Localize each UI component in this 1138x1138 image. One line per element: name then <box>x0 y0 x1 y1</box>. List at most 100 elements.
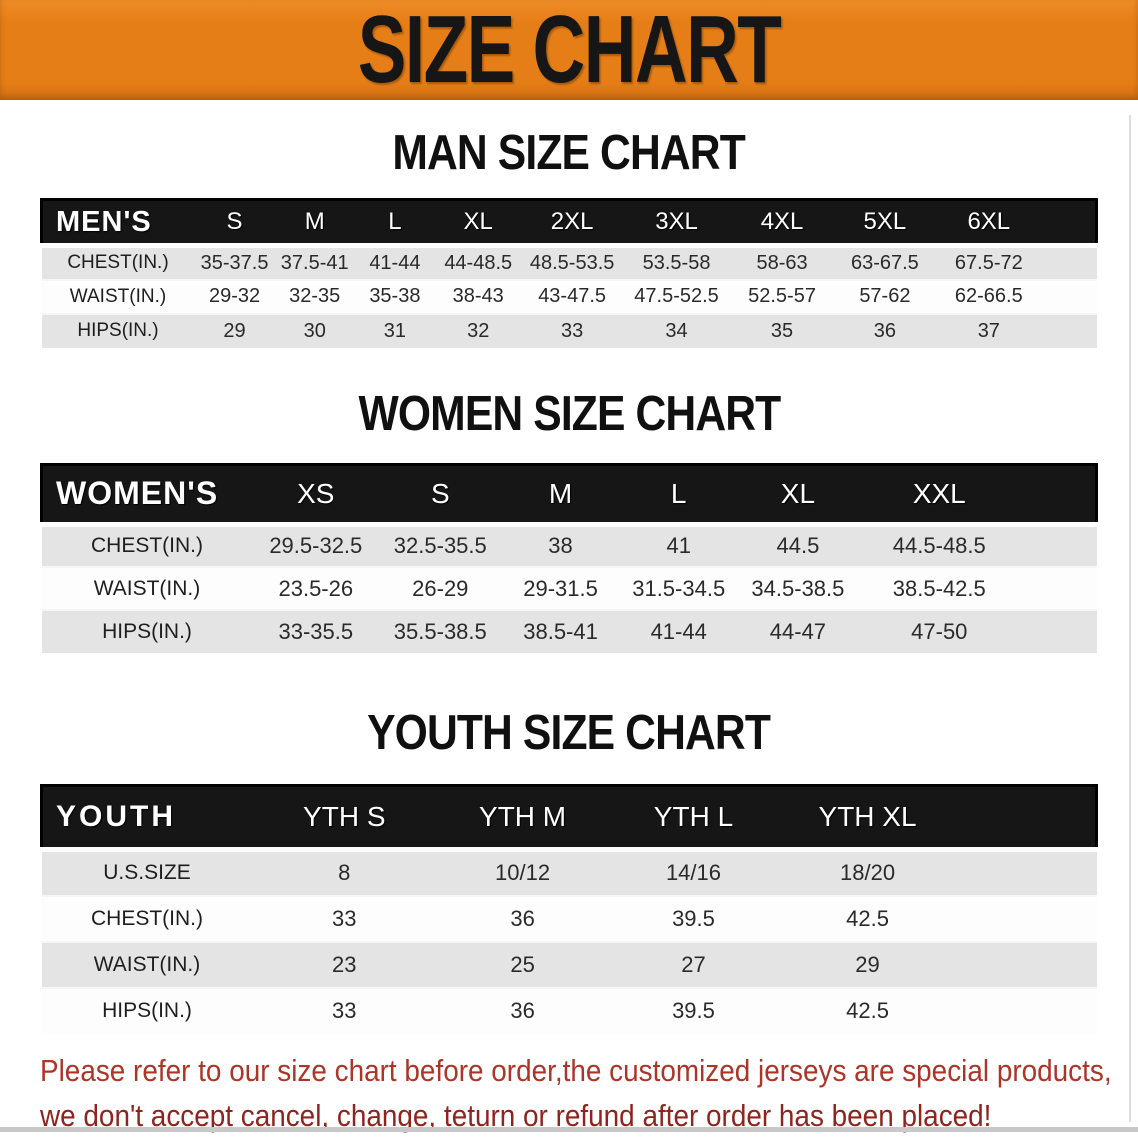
table-row: HIPS(IN.) 29 30 31 32 33 34 35 36 37 <box>41 313 1097 348</box>
header-spacer-cell <box>1021 464 1097 524</box>
size-cell: 52.5-57 <box>730 279 834 314</box>
mens-size-table: MEN'S S M L XL 2XL 3XL 4XL 5XL 6XL CHEST(IN.) 35-37… <box>40 198 1098 348</box>
youth-table-head: YOUTH YTH S YTH M YTH L YTH XL <box>41 785 1097 850</box>
size-cell: 31.5-34.5 <box>619 567 738 610</box>
size-cell: 25 <box>436 941 610 988</box>
size-column-header: M <box>548 477 573 509</box>
size-cell: 31 <box>354 313 435 348</box>
row-label: CHEST(IN.) <box>41 895 253 942</box>
notice-line-2: we don't accept cancel, change, teturn o… <box>40 1097 992 1133</box>
table-row: WAIST(IN.) 23 25 27 29 <box>41 941 1097 988</box>
size-cell: 32 <box>434 313 522 348</box>
size-cell: 33 <box>252 895 437 942</box>
size-cell: 47-50 <box>858 610 1021 653</box>
row-spacer-cell <box>957 895 1097 942</box>
womens-size-section: WOMEN SIZE CHART WOMEN'S XS S M L XL XXL CHEST(I… <box>0 386 1138 653</box>
size-cell: 32-35 <box>274 279 355 314</box>
mens-heading-text: MAN SIZE CHART <box>392 126 746 180</box>
size-cell: 34.5-38.5 <box>737 567 859 610</box>
row-spacer-cell <box>1041 313 1097 348</box>
size-cell: 14/16 <box>609 849 778 896</box>
banner-title: SIZE CHART <box>357 0 782 103</box>
size-cell: 23.5-26 <box>252 567 380 610</box>
row-label: HIPS(IN.) <box>41 313 195 348</box>
row-spacer-cell <box>1041 245 1097 280</box>
row-spacer-cell <box>957 941 1097 988</box>
row-label: HIPS(IN.) <box>41 987 253 1034</box>
size-column-header: XL <box>780 477 816 509</box>
womens-heading-text: WOMEN SIZE CHART <box>358 386 781 441</box>
size-cell: 48.5-53.5 <box>521 245 623 280</box>
footer-notice: Please refer to our size chart before or… <box>40 1048 1138 1138</box>
size-cell: 62-66.5 <box>936 279 1042 314</box>
womens-table-head: WOMEN'S XS S M L XL XXL <box>41 464 1097 524</box>
youth-header-row: YOUTH YTH S YTH M YTH L YTH XL <box>41 785 1097 850</box>
size-cell: 30 <box>274 313 355 348</box>
size-column-header: YTH M <box>479 801 567 832</box>
row-label: HIPS(IN.) <box>41 610 253 653</box>
size-column-header: 2XL <box>550 208 594 235</box>
size-cell: 36 <box>833 313 937 348</box>
row-spacer-cell <box>1020 524 1097 567</box>
size-cell: 8 <box>252 849 437 896</box>
table-row: HIPS(IN.) 33 36 39.5 42.5 <box>41 987 1097 1034</box>
size-cell: 33-35.5 <box>252 610 380 653</box>
row-label: CHEST(IN.) <box>41 245 195 280</box>
mens-header-row: MEN'S S M L XL 2XL 3XL 4XL 5XL 6XL <box>41 199 1097 246</box>
table-row: WAIST(IN.) 29-32 32-35 35-38 38-43 43-47.5 47.… <box>41 279 1097 314</box>
size-cell: 38-43 <box>434 279 522 314</box>
youth-size-table: YOUTH YTH S YTH M YTH L YTH XL U.S.SIZE 8 10/12… <box>40 784 1098 1034</box>
size-cell: 29-31.5 <box>501 567 620 610</box>
size-cell: 58-63 <box>730 245 834 280</box>
size-cell: 37.5-41 <box>274 245 355 280</box>
womens-table-body: CHEST(IN.) 29.5-32.5 32.5-35.5 38 41 44.5 44.5… <box>41 524 1097 653</box>
size-cell: 29.5-32.5 <box>252 524 380 567</box>
size-cell: 36 <box>436 895 610 942</box>
youth-table-body: U.S.SIZE 8 10/12 14/16 18/20 CHEST(IN.) 33 36 39… <box>41 849 1097 1034</box>
womens-header-row: WOMEN'S XS S M L XL XXL <box>41 464 1097 524</box>
size-column-header: YTH XL <box>818 801 917 832</box>
row-label: WAIST(IN.) <box>41 941 253 988</box>
mens-heading: MAN SIZE CHART <box>0 125 1138 181</box>
size-cell: 38 <box>501 524 620 567</box>
size-cell: 41 <box>619 524 738 567</box>
size-cell: 42.5 <box>777 895 958 942</box>
size-cell: 47.5-52.5 <box>622 279 731 314</box>
mens-table-body: CHEST(IN.) 35-37.5 37.5-41 41-44 44-48.5 48.5… <box>41 245 1097 348</box>
table-row: CHEST(IN.) 29.5-32.5 32.5-35.5 38 41 44.5 44.5… <box>41 524 1097 567</box>
row-spacer-cell <box>1020 610 1097 653</box>
size-cell: 39.5 <box>609 895 778 942</box>
right-edge-line <box>1129 115 1131 1122</box>
size-column-header: XL <box>463 208 493 235</box>
size-cell: 36 <box>436 987 610 1034</box>
size-cell: 44-48.5 <box>434 245 522 280</box>
size-column-header: 5XL <box>863 208 907 235</box>
size-cell: 33 <box>252 987 437 1034</box>
size-column-header: 3XL <box>655 208 698 235</box>
size-cell: 67.5-72 <box>936 245 1042 280</box>
size-column-header: YTH S <box>303 801 386 832</box>
size-cell: 43-47.5 <box>521 279 623 314</box>
header-spacer-cell <box>1042 200 1097 246</box>
table-row: HIPS(IN.) 33-35.5 35.5-38.5 38.5-41 41-44 44-… <box>41 610 1097 653</box>
banner: SIZE CHART <box>0 0 1138 100</box>
mens-table-head: MEN'S S M L XL 2XL 3XL 4XL 5XL 6XL <box>41 199 1097 246</box>
row-label: CHEST(IN.) <box>41 524 253 567</box>
size-cell: 44.5-48.5 <box>858 524 1021 567</box>
row-spacer-cell <box>1041 279 1097 314</box>
size-cell: 44.5 <box>737 524 859 567</box>
row-spacer-cell <box>957 987 1097 1034</box>
row-label: U.S.SIZE <box>41 849 253 896</box>
size-cell: 10/12 <box>436 849 610 896</box>
size-cell: 35.5-38.5 <box>379 610 502 653</box>
size-cell: 37 <box>936 313 1042 348</box>
size-column-header: 6XL <box>967 208 1011 235</box>
size-cell: 34 <box>622 313 731 348</box>
size-column-header: XS <box>297 477 335 509</box>
youth-heading-text: YOUTH SIZE CHART <box>367 706 772 760</box>
size-column-header: S <box>430 477 450 509</box>
size-column-header: YTH L <box>653 801 734 832</box>
size-cell: 29-32 <box>194 279 275 314</box>
notice-line-1: Please refer to our size chart before or… <box>40 1052 1112 1088</box>
size-cell: 38.5-42.5 <box>858 567 1021 610</box>
